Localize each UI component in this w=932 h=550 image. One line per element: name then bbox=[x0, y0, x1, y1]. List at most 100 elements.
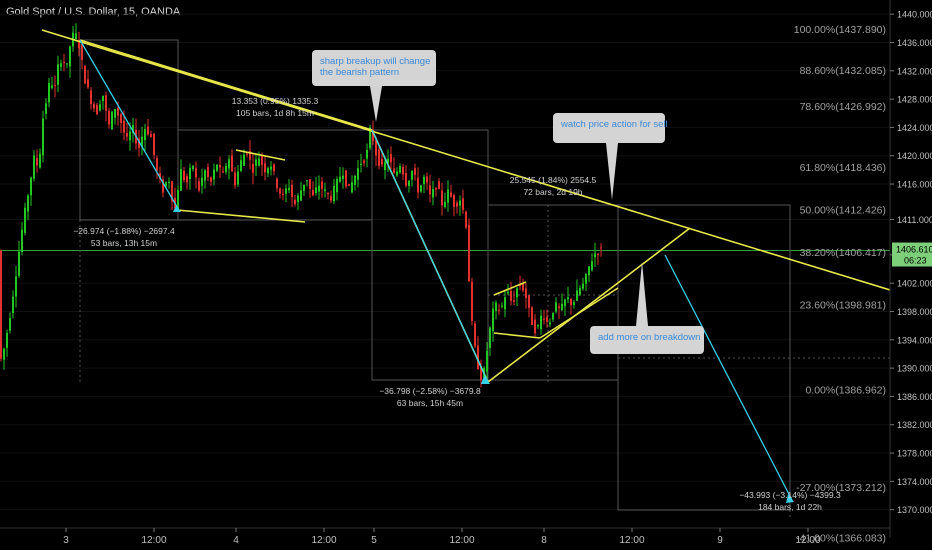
candle-body bbox=[516, 288, 518, 298]
candle-body bbox=[30, 177, 32, 196]
candle-body bbox=[222, 171, 224, 173]
candle-body bbox=[567, 297, 569, 300]
price-tick-label: 1374.000 bbox=[897, 477, 932, 487]
candle-body bbox=[54, 85, 56, 87]
candle-body bbox=[93, 103, 95, 109]
price-tick-label: 1416.000 bbox=[897, 180, 932, 190]
candle-body bbox=[180, 169, 182, 191]
candle-body bbox=[531, 307, 533, 325]
candle-body bbox=[384, 162, 386, 171]
candle-body bbox=[303, 184, 305, 191]
candle-body bbox=[363, 160, 365, 163]
candle-body bbox=[507, 291, 509, 294]
callout-text: sharp breakup will change bbox=[320, 56, 430, 67]
measure-label: −36.798 (−2.58%) −3679.8 bbox=[379, 386, 481, 396]
candle-body bbox=[420, 185, 422, 192]
candle-body bbox=[264, 163, 266, 173]
measure-label: 53 bars, 13h 15m bbox=[91, 238, 157, 248]
candle-body bbox=[474, 323, 476, 347]
candle-body bbox=[333, 185, 335, 202]
candle-body bbox=[3, 348, 5, 360]
candle-body bbox=[144, 129, 146, 141]
candle-body bbox=[183, 170, 185, 181]
candle-body bbox=[57, 64, 59, 85]
measure-label: 105 bars, 1d 8h 15m bbox=[236, 108, 314, 118]
candle-body bbox=[12, 296, 14, 313]
trendline bbox=[79, 39, 373, 131]
candle-body bbox=[348, 184, 350, 186]
candle-body bbox=[207, 167, 209, 178]
candle-body bbox=[525, 288, 527, 299]
candle-body bbox=[411, 170, 413, 180]
candle-body bbox=[519, 284, 521, 286]
candle-body bbox=[324, 189, 326, 191]
fib-level-label: -41.00%(1366.083) bbox=[796, 532, 886, 544]
candle-body bbox=[339, 176, 341, 182]
candle-body bbox=[159, 173, 161, 179]
candle-body bbox=[342, 175, 344, 179]
last-price-tag bbox=[892, 242, 932, 267]
candle-body bbox=[366, 150, 368, 159]
candle-body bbox=[99, 104, 101, 111]
candle-body bbox=[168, 182, 170, 184]
candle-body bbox=[405, 173, 407, 186]
candles-layer bbox=[0, 23, 602, 388]
time-tick-label: 4 bbox=[233, 535, 239, 546]
candle-body bbox=[402, 166, 404, 175]
candle-body bbox=[201, 177, 203, 186]
measure-label: −43.993 (−3.14%) −4399.3 bbox=[739, 490, 841, 500]
candle-body bbox=[504, 297, 506, 310]
candle-body bbox=[36, 157, 38, 166]
candle-body bbox=[204, 170, 206, 181]
candle-body bbox=[447, 189, 449, 203]
fib-level-label: 100.00%(1437.890) bbox=[794, 24, 886, 36]
measure-label: 63 bars, 15h 45m bbox=[397, 398, 463, 408]
candle-body bbox=[123, 120, 125, 133]
candle-body bbox=[150, 134, 152, 138]
candle-body bbox=[276, 178, 278, 189]
candle-body bbox=[381, 158, 383, 165]
trendline bbox=[41, 29, 891, 291]
time-tick-label: 5 bbox=[371, 535, 377, 546]
grid-layer bbox=[0, 13, 890, 511]
candle-body bbox=[129, 131, 131, 141]
candle-body bbox=[375, 140, 377, 156]
candle-body bbox=[441, 190, 443, 206]
fib-level-label: 23.60%(1398.981) bbox=[800, 300, 886, 312]
candle-body bbox=[33, 155, 35, 179]
candle-body bbox=[318, 185, 320, 192]
candle-body bbox=[414, 168, 416, 175]
candle-body bbox=[24, 207, 26, 233]
candle-body bbox=[189, 167, 191, 179]
candle-body bbox=[39, 153, 41, 168]
time-tick-label: 12:00 bbox=[795, 535, 820, 546]
time-tick-label: 12:00 bbox=[449, 535, 474, 546]
candle-body bbox=[534, 319, 536, 334]
callout-box bbox=[312, 50, 436, 86]
candle-body bbox=[267, 167, 269, 174]
candle-body bbox=[96, 104, 98, 115]
candle-body bbox=[114, 109, 116, 118]
candle-body bbox=[438, 181, 440, 189]
candle-body bbox=[213, 169, 215, 180]
fib-level-label: 78.60%(1426.992) bbox=[800, 101, 886, 113]
candle-body bbox=[192, 165, 194, 170]
measure-label: 184 bars, 1d 22h bbox=[758, 502, 822, 512]
candle-body bbox=[327, 193, 329, 195]
candle-body bbox=[48, 82, 50, 103]
trendline bbox=[235, 149, 286, 161]
callout-text: add more on breakdown bbox=[598, 332, 700, 343]
candle-body bbox=[546, 317, 548, 322]
candle-body bbox=[336, 179, 338, 193]
candle-body bbox=[489, 327, 491, 348]
price-tick-label: 1420.000 bbox=[897, 151, 932, 161]
candle-body bbox=[255, 159, 257, 166]
price-tick-label: 1424.000 bbox=[897, 123, 932, 133]
candle-body bbox=[6, 332, 8, 348]
candle-body bbox=[90, 90, 92, 105]
candle-body bbox=[45, 103, 47, 114]
candle-body bbox=[105, 95, 107, 111]
price-tick-label: 1378.000 bbox=[897, 449, 932, 459]
candle-body bbox=[120, 114, 122, 123]
